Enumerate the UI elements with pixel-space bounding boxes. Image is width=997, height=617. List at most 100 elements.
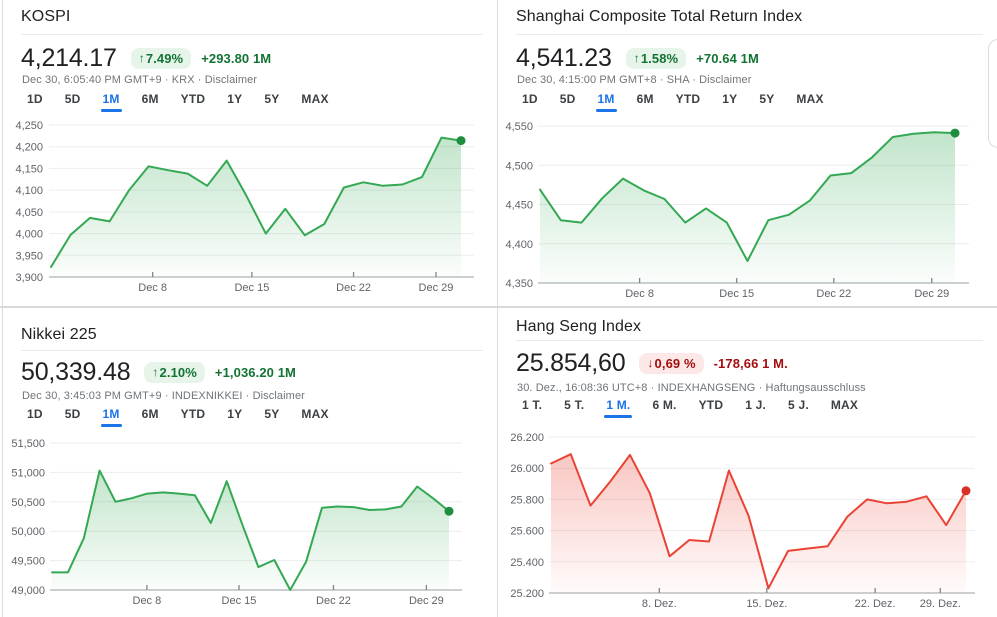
svg-text:4,500: 4,500 [505,160,533,172]
index-title: Nikkei 225 [21,326,97,343]
arrow-up-icon: ↑ [633,51,640,65]
range-tab-5j[interactable]: 5 J. [777,396,820,414]
svg-text:8. Dez.: 8. Dez. [642,598,677,610]
range-tab-ytd[interactable]: YTD [665,90,712,108]
range-tab-ytd[interactable]: YTD [170,90,217,108]
page-left-border [2,0,3,617]
svg-text:25.400: 25.400 [510,557,544,569]
range-tab-6m[interactable]: 6M [626,90,665,108]
svg-text:3,950: 3,950 [15,250,43,262]
range-tab-max[interactable]: MAX [785,90,834,108]
price-chart[interactable]: 25.200 25.400 25.600 25.800 26.000 26.200 8. D… [498,308,997,617]
range-tab-1m[interactable]: 1M [92,405,131,427]
title-divider [21,350,483,351]
selected-tab-underline [100,424,122,427]
change-percent-badge: ↑ 7.49% [130,47,192,69]
svg-text:Dec 29: Dec 29 [419,282,454,294]
range-tab-5t[interactable]: 5 T. [553,396,595,414]
range-tab-6m[interactable]: 6 M. [641,396,687,414]
range-tab-ytd[interactable]: YTD [170,405,217,423]
price-row: 4,214.17 ↑ 7.49% +293.80 1M [21,44,271,72]
svg-text:25.200: 25.200 [510,588,544,600]
range-tab-1m[interactable]: 1 M. [595,396,641,418]
timestamp-line: Dec 30, 6:05:40 PM GMT+9 · KRX · Disclai… [22,74,257,86]
change-percent: 7.49% [145,50,184,66]
range-tab-max[interactable]: MAX [820,396,869,414]
disclaimer-link[interactable]: Disclaimer [204,74,258,86]
change-absolute: +293.80 1M [201,50,272,66]
range-tabs: 1D 5D 1M 6M YTD 1Y 5Y MAX [16,90,340,112]
svg-text:Dec 22: Dec 22 [336,282,371,294]
range-tabs: 1 T. 5 T. 1 M. 6 M. YTD 1 J. 5 J. MAX [511,396,869,418]
disclaimer-link[interactable]: Disclaimer [699,74,752,86]
svg-text:4,450: 4,450 [505,200,533,212]
svg-text:26.200: 26.200 [510,432,544,444]
svg-text:Dec 15: Dec 15 [719,288,754,300]
price-value: 50,339.48 [21,358,131,386]
svg-text:4,550: 4,550 [505,121,533,133]
change-percent: 2.10% [159,364,197,380]
svg-text:49,000: 49,000 [11,585,45,597]
change-percent-badge: ↓ 0,69 % [639,352,704,374]
change-percent-badge: ↑ 2.10% [144,361,205,383]
range-tab-1t[interactable]: 1 T. [511,396,553,414]
range-tab-1y[interactable]: 1Y [216,90,253,108]
range-tab-1y[interactable]: 1Y [711,90,748,108]
disclaimer-link[interactable]: Disclaimer [252,390,305,402]
range-tab-1d[interactable]: 1D [16,405,54,423]
range-tab-1j[interactable]: 1 J. [734,396,777,414]
timestamp: Dec 30, 4:15:00 PM GMT+8 · SHA · [517,74,696,86]
svg-text:25.600: 25.600 [510,526,544,538]
disclaimer-link[interactable]: Haftungsausschluss [765,382,866,394]
svg-text:51,000: 51,000 [11,467,45,479]
row-divider [0,306,997,308]
title-divider [21,34,483,35]
range-tab-5y[interactable]: 5Y [253,405,290,423]
arrow-up-icon: ↑ [152,365,159,379]
range-tab-1d[interactable]: 1D [16,90,54,108]
svg-text:29. Dez.: 29. Dez. [920,598,961,610]
range-tab-5y[interactable]: 5Y [253,90,290,108]
selected-tab-underline [604,415,633,418]
price-chart[interactable]: 4,350 4,400 4,450 4,500 4,550 Dec 8 Dec 15 Dec … [498,0,997,306]
range-tab-6m[interactable]: 6M [131,405,170,423]
price-value: 4,214.17 [21,44,117,72]
panel-kospi: KOSPI 4,214.17 ↑ 7.49% +293.80 1M Dec 30,… [3,0,497,306]
change-absolute: +70.64 1M [696,50,759,66]
range-tab-6m[interactable]: 6M [131,90,170,108]
svg-text:22. Dez.: 22. Dez. [855,598,896,610]
price-value: 25.854,60 [516,349,626,377]
svg-text:Dec 15: Dec 15 [222,595,257,607]
range-tab-1m[interactable]: 1M [92,90,131,112]
range-tab-ytd[interactable]: YTD [688,396,735,414]
panel-shanghai-composite: Shanghai Composite Total Return Index 4,… [498,0,997,306]
svg-text:4,000: 4,000 [15,229,43,241]
timestamp-line: Dec 30, 4:15:00 PM GMT+8 · SHA · Disclai… [517,74,751,86]
range-tab-5d[interactable]: 5D [54,90,92,108]
range-tab-max[interactable]: MAX [290,90,339,108]
range-tab-1d[interactable]: 1D [511,90,549,108]
range-tab-max[interactable]: MAX [290,405,339,423]
svg-text:26.000: 26.000 [510,463,544,475]
range-tab-5d[interactable]: 5D [54,405,92,423]
price-row: 25.854,60 ↓ 0,69 % -178,66 1 M. [516,349,788,377]
timestamp: Dec 30, 3:45:03 PM GMT+9 · INDEXNIKKEI · [22,390,250,402]
svg-text:50,000: 50,000 [11,526,45,538]
svg-text:4,150: 4,150 [15,163,43,175]
svg-text:Dec 8: Dec 8 [133,595,162,607]
range-tab-1m[interactable]: 1M [587,90,626,112]
timestamp-line: 30. Dez., 16:08:36 UTC+8 · INDEXHANGSENG… [517,382,866,394]
timestamp: 30. Dez., 16:08:36 UTC+8 · INDEXHANGSENG… [517,382,763,394]
range-tabs: 1D 5D 1M 6M YTD 1Y 5Y MAX [511,90,835,112]
panel-hang-seng: Hang Seng Index 25.854,60 ↓ 0,69 % -178,6… [498,308,997,617]
range-tab-5y[interactable]: 5Y [748,90,785,108]
price-chart[interactable]: 3,900 3,950 4,000 4,050 4,100 4,150 4,200 4,250… [3,0,497,306]
change-percent: 1.58% [640,50,679,66]
price-row: 4,541.23 ↑ 1.58% +70.64 1M [516,44,759,72]
index-title: Hang Seng Index [516,318,642,335]
index-title: KOSPI [21,8,71,25]
range-tab-1y[interactable]: 1Y [216,405,253,423]
svg-text:49,500: 49,500 [11,556,45,568]
price-chart[interactable]: 49,000 49,500 50,000 50,500 51,000 51,500 Dec … [3,308,497,617]
range-tab-5d[interactable]: 5D [549,90,587,108]
